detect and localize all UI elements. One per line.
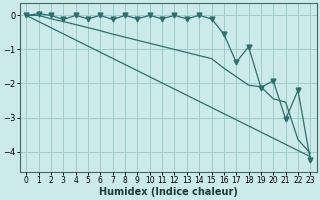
X-axis label: Humidex (Indice chaleur): Humidex (Indice chaleur) xyxy=(99,187,238,197)
